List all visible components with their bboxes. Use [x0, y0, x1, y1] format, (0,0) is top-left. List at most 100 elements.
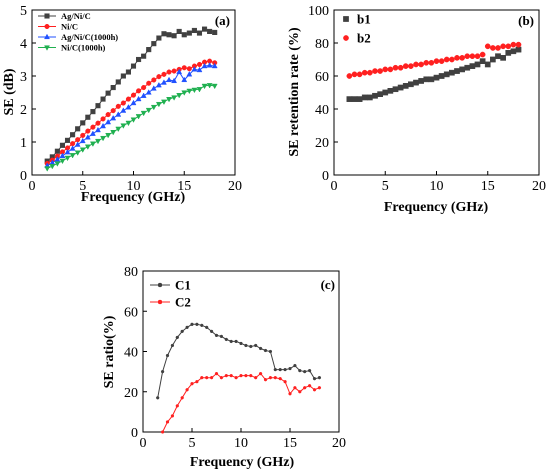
panel-a-series-2-point	[166, 69, 172, 75]
panel-a-series-3-point	[166, 76, 172, 83]
panel-a-series-3-point	[145, 89, 152, 95]
panel-a-series-2-point	[120, 100, 126, 106]
panel-a-series-4-point	[44, 166, 51, 172]
panel-b-series-1-point	[505, 50, 512, 56]
panel-b-legend-label: b1	[357, 12, 371, 27]
panel-b-series-2-point	[484, 43, 491, 50]
panel-b-series-2-point	[433, 58, 440, 65]
panel-a-series-1-point	[161, 31, 167, 37]
panel-c-series-2-point	[224, 374, 228, 378]
panel-c-x-tick-label: 10	[234, 436, 248, 451]
panel-b-series-1-point	[351, 96, 358, 102]
panel-b-series-1-point	[377, 91, 383, 98]
panel-c-y-tick-label: 60	[124, 305, 138, 320]
panel-a-series-3-point	[105, 118, 112, 125]
panel-a-series-2-point	[156, 74, 162, 80]
panel-c-series-2-point	[293, 386, 297, 390]
panel-b-legend-entry-1: b1	[343, 12, 371, 27]
panel-a-x-tick-label: 15	[177, 179, 191, 194]
panel-a-series-1-point	[186, 30, 192, 36]
panel-a-series-3-point	[100, 122, 107, 129]
panel-b-series-1	[346, 46, 522, 102]
panel-b-series-1-point	[479, 58, 486, 64]
panel-a-series-3	[44, 62, 218, 168]
panel-c-series-1-point	[165, 353, 170, 358]
panel-a-series-1-point	[115, 79, 121, 85]
panel-a-series-2-point	[90, 124, 96, 130]
panel-b-series-1-point	[459, 66, 465, 73]
panel-b-series-1-point	[408, 81, 414, 88]
panel-b-y-tick-label: 60	[315, 70, 329, 85]
panel-a-series-4-point	[196, 87, 203, 93]
panel-b-series-2-point	[510, 41, 517, 48]
panel-b-series-1-point	[443, 71, 450, 78]
panel-c-series-2-point	[205, 376, 209, 380]
panel-a-series-1-point	[95, 103, 101, 109]
panel-a-series-1-point	[207, 28, 213, 34]
panel-b-series-1-point	[469, 63, 476, 69]
panel-a-series-1-point	[141, 53, 147, 59]
panel-c-series-1-point	[312, 377, 317, 381]
panel-b-series-2-point	[367, 69, 373, 76]
panel-c-series-1-point	[239, 341, 243, 346]
panel-c-series-1-point	[254, 343, 258, 348]
panel-b-series-2-point	[500, 43, 506, 50]
panel-b-x-axis-title: Frequency (GHz)	[384, 200, 489, 215]
panel-a-series-2-point	[75, 137, 81, 143]
panel-a-legend-entry-1: Ag/Ni/C	[38, 11, 91, 21]
panel-a-label: (a)	[215, 13, 230, 28]
panel-c-x-tick-label: 5	[189, 436, 196, 451]
panel-a-series-3-point	[191, 66, 198, 72]
panel-a-y-tick-label: 5	[20, 4, 27, 19]
panel-a-series-4-point	[115, 126, 122, 133]
panel-a-series-1-point	[166, 32, 172, 38]
panel-a-series-3-point	[84, 134, 91, 140]
panel-a-series-3-point	[160, 79, 167, 85]
panel-a-series-2-point	[70, 141, 76, 147]
panel-a-series-3-point	[95, 126, 101, 133]
panel-a-legend-entry-3: Ag/Ni/C(1000h)	[38, 32, 118, 42]
panel-b-series-1-point	[428, 76, 435, 83]
panel-b-legend-swatch-marker	[343, 35, 349, 41]
panel-b-series-1-point	[367, 94, 373, 101]
panel-a-series-1-point	[105, 90, 111, 96]
panel-a-series-3-point	[155, 81, 162, 88]
panel-a-series-3-point	[115, 111, 122, 117]
panel-a-series-2	[44, 58, 218, 166]
panel-a-series-3-point	[74, 141, 81, 147]
panel-a-series-1-point	[120, 73, 126, 79]
panel-b-series-1-point	[454, 68, 460, 74]
panel-b-series-2-point	[382, 66, 389, 73]
panel-b-series-2-point	[454, 55, 460, 61]
panel-a-series-1-point	[90, 109, 96, 115]
panel-a-ticks: 0 5 10 15 20 0 1 2 3 4 5	[20, 4, 242, 194]
panel-a-series-1-point	[80, 120, 86, 126]
panel-c-y-tick-label: 40	[124, 346, 138, 361]
panel-a-series-4-point	[160, 99, 167, 106]
panel-a-y-tick-label: 4	[20, 37, 27, 52]
panel-c-series-2-point	[258, 371, 263, 376]
panel-c-series-2-point	[317, 386, 322, 390]
panel-a-legend-entry-2: Ni/C	[38, 21, 78, 31]
panel-a-legend-label: Ni/C(1000h)	[61, 42, 106, 52]
panel-b-series-1-point	[515, 46, 522, 53]
panel-c-series-2-point	[190, 382, 194, 386]
panel-a-series-4-point	[145, 107, 152, 114]
panel-c-series-1-point	[298, 368, 302, 373]
panel-a-series-3-point	[176, 68, 183, 75]
panel-c-series-2-point	[209, 376, 214, 380]
panel-c-x-tick-label: 20	[332, 436, 346, 451]
panel-b-series-1-point	[387, 88, 394, 94]
panel-a-series-1-point	[176, 28, 182, 34]
panel-c-series-1-point	[170, 343, 175, 348]
panel-c-series-2-point	[165, 420, 170, 424]
panel-c-series-1-point	[224, 337, 228, 342]
panel-a-series-4-point	[186, 88, 193, 95]
panel-a-y-tick-label: 1	[20, 136, 27, 151]
panel-b-series-1-point	[392, 86, 399, 93]
panel-a-y-axis-title: SE (dB)	[2, 68, 17, 115]
panel-c-series-2-point	[312, 388, 317, 392]
panel-a-series-4-point	[64, 155, 71, 162]
